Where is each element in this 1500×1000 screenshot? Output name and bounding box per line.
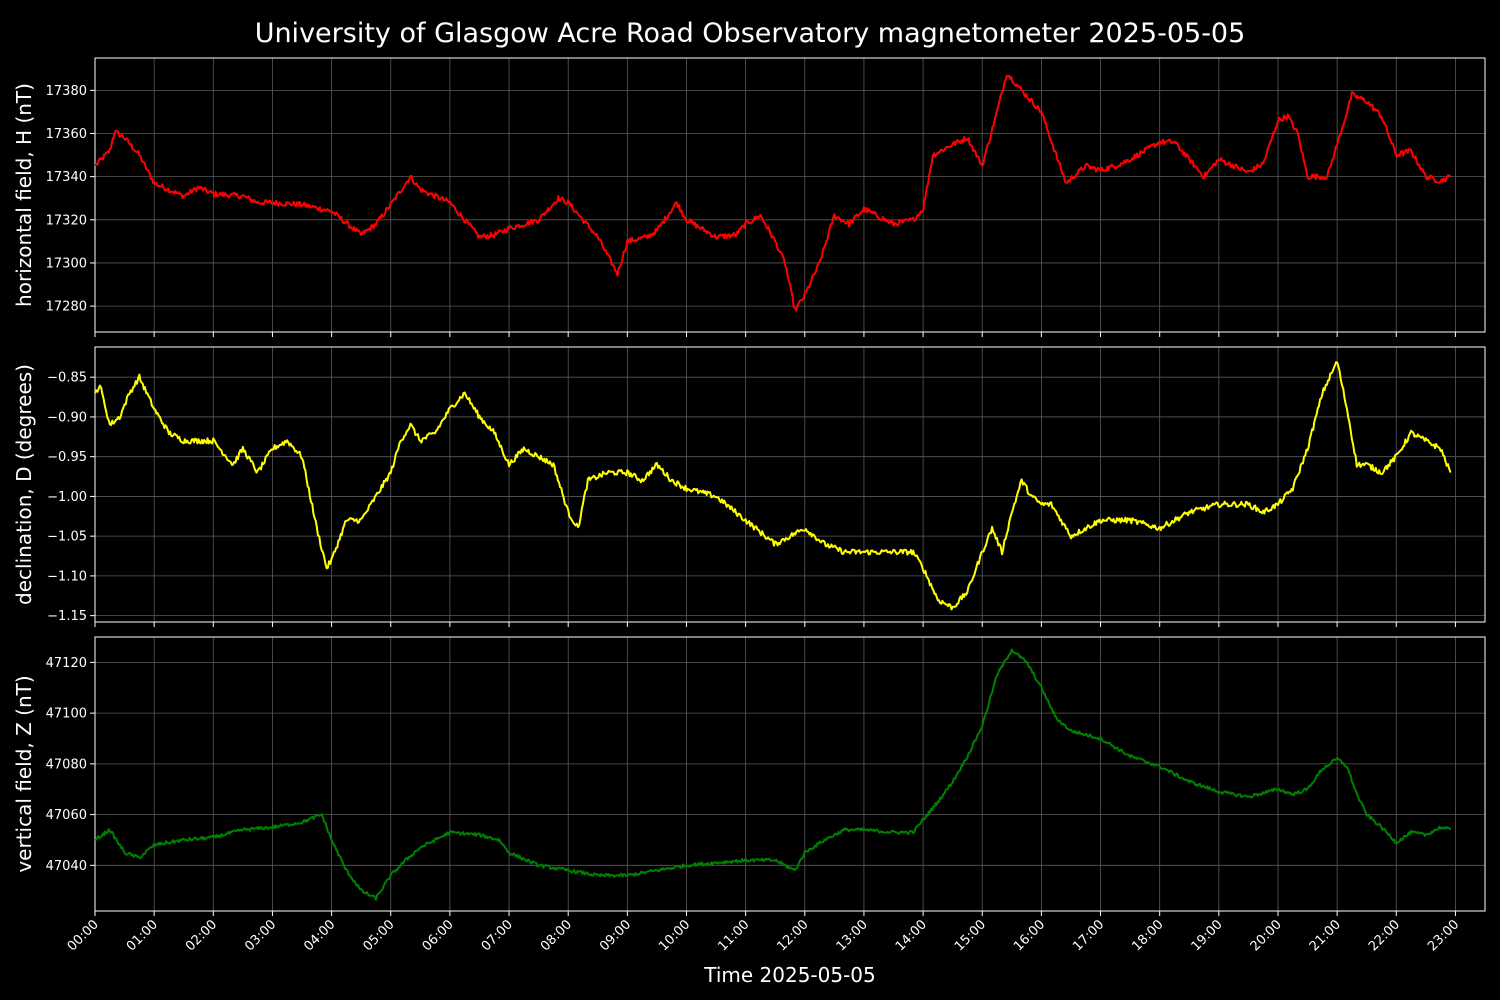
y-tick-label: 17380 — [46, 84, 87, 99]
y-tick-label: 47060 — [46, 808, 87, 823]
y-tick-label: −1.05 — [47, 530, 87, 545]
y-tick-label: 47040 — [46, 859, 87, 874]
y-tick-label: −1.00 — [47, 490, 87, 505]
panels-group: 17280 17300 17320 17340 17360 17380 horizontal… — [12, 57, 1486, 916]
y-tick-label: 47080 — [46, 757, 87, 772]
x-axis-label: Time 2025-05-05 — [703, 963, 876, 987]
y-tick-label: −0.85 — [47, 371, 87, 386]
panel-frame — [94, 636, 1486, 912]
panel-1: 17280 17300 17320 17340 17360 17380 horizontal… — [12, 57, 1486, 337]
y-tick-label: 47120 — [46, 656, 87, 671]
y-axis-label: horizontal field, H (nT) — [12, 83, 36, 307]
panel-2: −0.85 −0.90 −0.95 −1.00 −1.05 −1.10 −1.15 decli… — [12, 346, 1486, 627]
series-line — [94, 361, 1452, 611]
y-tick-label: −0.90 — [47, 410, 87, 425]
panel-frame — [94, 346, 1486, 623]
y-tick-label: 17300 — [46, 256, 87, 271]
y-tick-label: −1.10 — [47, 569, 87, 584]
y-tick-label: 17280 — [46, 300, 87, 315]
series-line — [94, 74, 1452, 312]
y-tick-label: 17360 — [46, 127, 87, 142]
panel-3: 47040 47060 47080 47100 47120 vertical field,… — [12, 636, 1486, 916]
y-tick-label: −1.15 — [47, 609, 87, 624]
series-line — [94, 648, 1452, 901]
y-tick-label: 47100 — [46, 707, 87, 722]
y-tick-label: −0.95 — [47, 450, 87, 465]
chart-title: University of Glasgow Acre Road Observat… — [255, 18, 1246, 49]
y-tick-label: 17320 — [46, 213, 87, 228]
y-axis-label: vertical field, Z (nT) — [12, 675, 36, 872]
panel-frame — [94, 57, 1486, 333]
y-tick-label: 17340 — [46, 170, 87, 185]
y-axis-label: declination, D (degrees) — [12, 364, 36, 605]
